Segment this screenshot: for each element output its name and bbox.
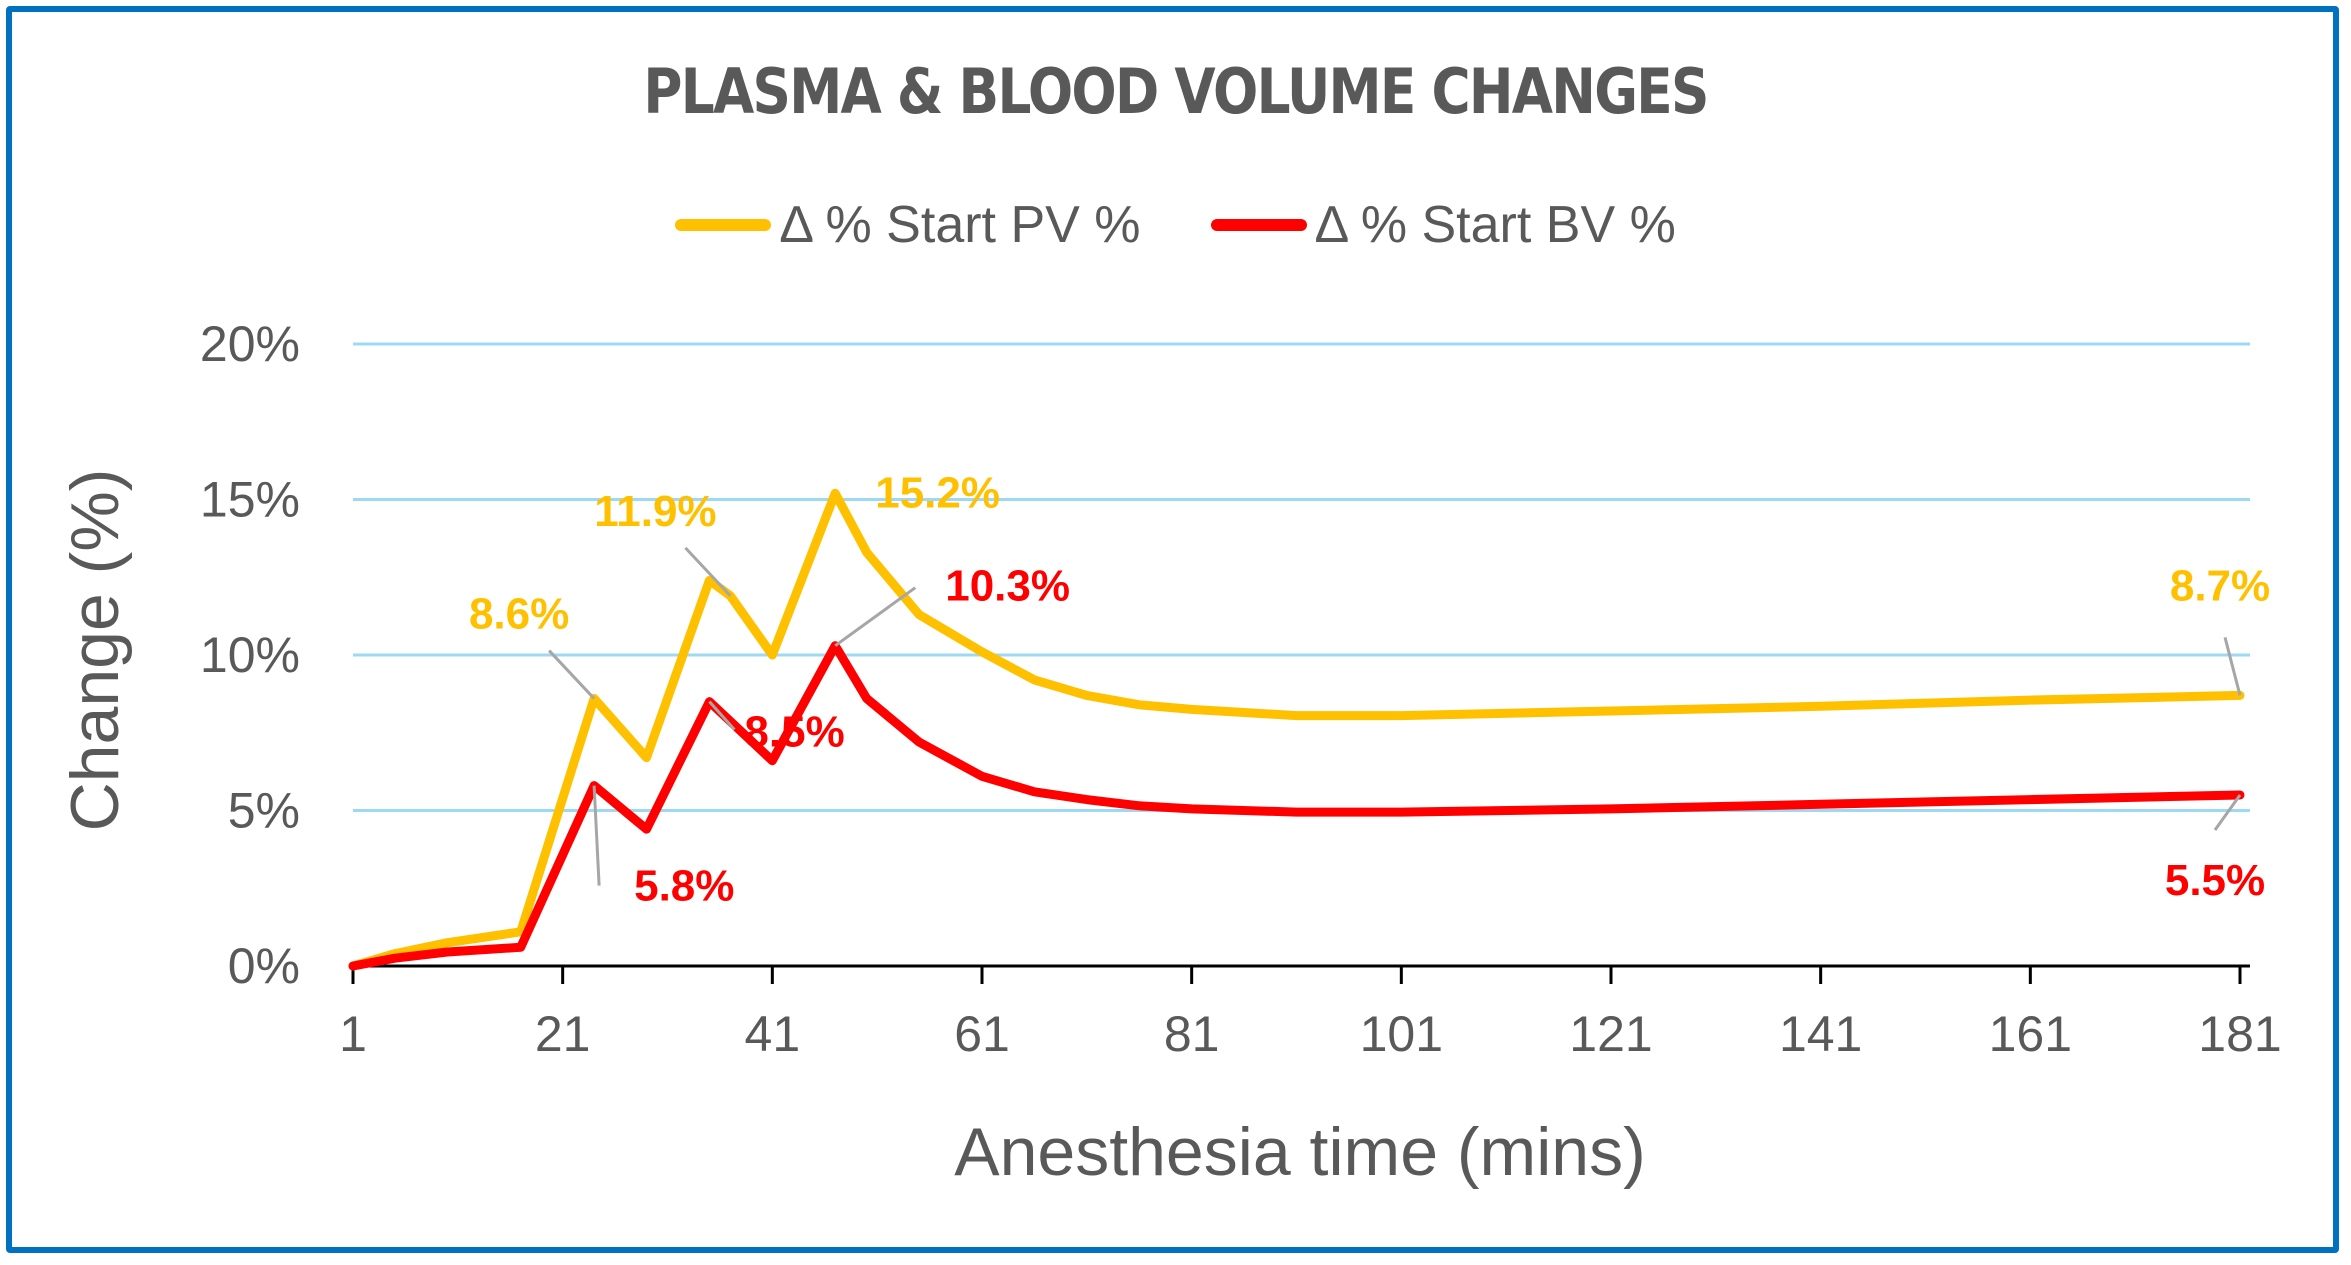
legend-swatch-bv [1210,219,1307,231]
x-axis-title: Anesthesia time (mins) [954,1114,1646,1190]
axes: 0%5%10%15%20%1 21 41 61 81 101 121 141 161 181 [200,316,2282,1062]
y-tick-label: 15% [200,472,300,528]
x-tick-label: 181 [2198,1006,2281,1062]
data-label: 5.8% [634,862,734,911]
chart-frame [6,6,2339,1253]
data-label: 8.7% [2170,561,2270,610]
x-tick-label: 161 [1989,1006,2072,1062]
x-tick-label: 1 [339,1006,367,1062]
leader-line [834,586,917,647]
legend-label-pv: Δ % Start PV % [779,196,1141,254]
x-tick-label: 141 [1779,1006,1862,1062]
leader-line [2223,637,2242,696]
data-label: 8.6% [469,590,569,639]
x-tick-label: 21 [535,1006,591,1062]
data-label: 5.5% [2165,856,2265,905]
leader-line [684,546,732,597]
x-tick-label: 81 [1164,1006,1220,1062]
legend-item-bv[interactable]: Δ % Start BV % [1210,195,1676,255]
leader-line [708,700,736,731]
y-tick-label: 5% [228,783,300,839]
legend: Δ % Start PV % Δ % Start BV % [0,195,2351,255]
x-tick-label: 121 [1569,1006,1652,1062]
data-labels: 8.6% 11.9% 15.2% 8.7% 5.8% 8.5% 10.3% 5.5% [469,468,2270,910]
legend-item-pv[interactable]: Δ % Start PV % [675,195,1141,255]
series-lines [348,488,2245,971]
data-label: 11.9% [594,487,716,536]
y-tick-label: 0% [228,938,300,994]
gridlines [353,342,2250,812]
leader-line [592,785,601,886]
data-label: 10.3% [945,562,1070,611]
x-tick-label: 61 [954,1006,1010,1062]
leader-line [2213,794,2242,831]
y-axis-title: Change (%) [57,469,133,832]
data-label: 15.2% [875,468,1000,517]
legend-label-bv: Δ % Start BV % [1314,196,1676,254]
bv-series-line [348,641,2245,971]
y-tick-label: 20% [200,316,300,372]
x-tick-label: 101 [1360,1006,1443,1062]
x-tick-label: 41 [745,1006,801,1062]
y-tick-label: 10% [200,627,300,683]
data-label: 8.5% [744,708,844,757]
legend-swatch-pv [675,219,772,231]
chart-title: PLASMA & BLOOD VOLUME CHANGES [643,55,1709,128]
leader-line [548,649,596,700]
